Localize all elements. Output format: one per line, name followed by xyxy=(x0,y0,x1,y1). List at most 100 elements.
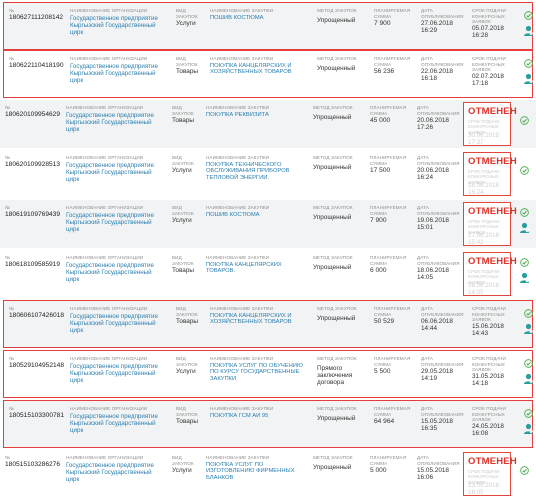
check-icon[interactable] xyxy=(524,11,533,20)
organization-label: НАИМЕНОВАНИЕ ОРГАНИЗАЦИИ xyxy=(66,105,144,110)
table-row[interactable]: № 180515103286276 НАИМЕНОВАНИЕ ОРГАНИЗАЦИИ… xyxy=(0,450,536,498)
purchase-type-label: ВИД ЗАКУПОК xyxy=(176,8,198,19)
publish-date-label: ДАТА ОПУБЛИКОВАНИЯ xyxy=(417,155,460,166)
check-icon[interactable] xyxy=(520,258,529,267)
check-icon[interactable] xyxy=(520,166,529,175)
purchase-type: ВИД ЗАКУПОК Товары xyxy=(172,255,202,274)
tender-number-value: 180619109769439 xyxy=(5,210,61,218)
purchase-name-value[interactable]: ПОКУПКА УСЛУГ ПО ОБУЧЕНИЮ ПО КУРСУ ГОСУД… xyxy=(210,362,303,382)
planned-sum-value: 64 964 xyxy=(374,418,395,426)
publish-date: ДАТА ОПУБЛИКОВАНИЯ 22.06.2018 16:18 xyxy=(421,56,467,82)
purchase-name-value[interactable]: ПОКУПКА РЕКВИЗИТА xyxy=(206,111,269,118)
purchase-name-label: НАИМЕНОВАНИЕ ЗАКУПКИ xyxy=(210,56,274,61)
organization-value[interactable]: Государственное предприятие Кыргызский Г… xyxy=(70,412,158,434)
tender-number-label: № xyxy=(5,455,11,460)
table-row[interactable]: № 180619109769439 НАИМЕНОВАНИЕ ОРГАНИЗАЦИИ… xyxy=(0,200,536,248)
purchase-type-label: ВИД ЗАКУПОК xyxy=(172,105,194,116)
organization-value[interactable]: Государственное предприятие Кыргызский Г… xyxy=(70,362,158,384)
tender-number-label: № xyxy=(5,205,11,210)
check-icon[interactable] xyxy=(520,466,529,475)
purchase-method-label: МЕТОД ЗАКУПОК xyxy=(313,255,353,260)
purchase-name-value[interactable]: ПОШИВ КОСТЮМА xyxy=(206,211,260,218)
check-icon[interactable] xyxy=(524,59,533,68)
user-icon[interactable] xyxy=(523,373,534,385)
tender-number-value: 180620109954629 xyxy=(5,110,61,118)
tender-number-value: 180606107426018 xyxy=(9,311,65,319)
purchase-name-value[interactable]: ПОКУПКА ТЕХНИЧЕСКОГО ОБСЛУЖИВАНИЯ ПРИБОР… xyxy=(206,161,290,181)
organization: НАИМЕНОВАНИЕ ОРГАНИЗАЦИИ Государственное … xyxy=(66,255,166,283)
check-icon[interactable] xyxy=(524,409,533,418)
purchase-name-value[interactable]: ПОКУПКА ГСМ АИ 95 xyxy=(210,412,269,419)
publish-date: ДАТА ОПУБЛИКОВАНИЯ 19.06.2018 15:01 xyxy=(417,205,463,231)
organization-value[interactable]: Государственное предприятие Кыргызский Г… xyxy=(70,62,158,84)
table-row[interactable]: № 180620109954629 НАИМЕНОВАНИЕ ОРГАНИЗАЦИИ… xyxy=(0,100,536,148)
check-icon[interactable] xyxy=(520,208,529,217)
organization-value[interactable]: Государственное предприятие Кыргызский Г… xyxy=(66,111,154,133)
tender-number-value: 180622110418190 xyxy=(9,61,64,69)
planned-sum: ПЛАНИРУЕМАЯ СУММА 56 236 xyxy=(374,56,416,75)
organization-value[interactable]: Государственное предприятие Кыргызский Г… xyxy=(70,14,158,36)
publish-date-label: ДАТА ОПУБЛИКОВАНИЯ xyxy=(421,406,464,417)
planned-sum: ПЛАНИРУЕМАЯ СУММА 45 000 xyxy=(370,105,412,124)
purchase-type-value: Товары xyxy=(176,318,198,326)
user-icon[interactable] xyxy=(523,423,534,435)
purchase-name: НАИМЕНОВАНИЕ ЗАКУПКИ ПОКУПКА КАНЦЕЛЯРСКИХ… xyxy=(210,56,310,76)
user-icon[interactable] xyxy=(519,272,530,284)
purchase-name-value[interactable]: ПОКУПКА КАНЦЕЛЯРСКИХ И ХОЗЯЙСТВЕННЫХ ТОВ… xyxy=(210,62,292,76)
organization-value[interactable]: Государственное предприятие Кыргызский Г… xyxy=(66,161,154,183)
purchase-type-label: ВИД ЗАКУПОК xyxy=(176,406,198,417)
purchase-name-value[interactable]: ПОКУПКА КАНЦЕЛЯРСКИХ И ХОЗЯЙСТВЕННЫХ ТОВ… xyxy=(210,312,292,326)
purchase-type: ВИД ЗАКУПОК Товары xyxy=(172,105,202,124)
purchase-name: НАИМЕНОВАНИЕ ЗАКУПКИ ПОКУПКА РЕКВИЗИТА xyxy=(206,105,306,118)
user-icon[interactable] xyxy=(519,222,530,234)
purchase-name-value[interactable]: ПОКУПКА КАНЦЕЛЯРСКИХ ТОВАРОВ. xyxy=(206,261,282,275)
organization-value[interactable]: Государственное предприятие Кыргызский Г… xyxy=(70,312,158,334)
publish-date-label: ДАТА ОПУБЛИКОВАНИЯ xyxy=(421,8,464,19)
deadline-label: СРОК ПОДАЧИ КОНКУРСНЫХ ЗАЯВОК xyxy=(472,406,506,423)
cancelled-badge: ОТМЕНЕН СРОК ПОДАЧИ КОНКУРСНЫХ ЗАЯВОК 26.0… xyxy=(463,252,517,296)
deadline-label: СРОК ПОДАЧИ КОНКУРСНЫХ ЗАЯВОК xyxy=(472,356,506,373)
table-row[interactable]: № 180620109928513 НАИМЕНОВАНИЕ ОРГАНИЗАЦИИ… xyxy=(0,150,536,198)
check-icon[interactable] xyxy=(524,359,533,368)
purchase-method-value: Прямого заключения договора xyxy=(317,364,353,386)
table-row[interactable]: № 180627111208142 НАИМЕНОВАНИЕ ОРГАНИЗАЦИИ… xyxy=(3,2,534,50)
organization-label: НАИМЕНОВАНИЕ ОРГАНИЗАЦИИ xyxy=(66,205,144,210)
user-icon[interactable] xyxy=(523,73,534,85)
check-icon[interactable] xyxy=(520,116,529,125)
purchase-name-value[interactable]: ПОШИВ КОСТЮМА xyxy=(210,14,264,21)
deadline: СРОК ПОДАЧИ КОНКУРСНЫХ ЗАЯВОК 15.06.2018 … xyxy=(472,306,516,337)
organization-label: НАИМЕНОВАНИЕ ОРГАНИЗАЦИИ xyxy=(70,8,148,13)
purchase-type-label: ВИД ЗАКУПОК xyxy=(172,155,194,166)
tender-number: № 180606107426018 xyxy=(9,306,65,319)
organization-value[interactable]: Государственное предприятие Кыргызский Г… xyxy=(66,461,154,483)
deadline-value: 15.06.2018 14:43 xyxy=(472,322,504,337)
organization-value[interactable]: Государственное предприятие Кыргызский Г… xyxy=(66,211,154,233)
table-row[interactable]: № 180618109585919 НАИМЕНОВАНИЕ ОРГАНИЗАЦИИ… xyxy=(0,250,536,298)
organization: НАИМЕНОВАНИЕ ОРГАНИЗАЦИИ Государственное … xyxy=(66,205,166,233)
purchase-method-value: Упрощенный xyxy=(313,163,352,171)
planned-sum-label: ПЛАНИРУЕМАЯ СУММА xyxy=(374,8,411,19)
deadline-label: СРОК ПОДАЧИ КОНКУРСНЫХ ЗАЯВОК xyxy=(468,169,500,185)
user-icon[interactable] xyxy=(523,323,534,335)
planned-sum-value: 5 500 xyxy=(374,368,391,376)
table-row[interactable]: № 180515103300781 НАИМЕНОВАНИЕ ОРГАНИЗАЦИИ… xyxy=(3,400,534,448)
cancelled-badge: ОТМЕНЕН СРОК ПОДАЧИ КОНКУРСНЫХ ЗАЯВОК 28.0… xyxy=(463,152,517,196)
planned-sum-label: ПЛАНИРУЕМАЯ СУММА xyxy=(374,406,411,417)
planned-sum-value: 7 900 xyxy=(374,20,391,28)
publish-date-value: 18.06.2018 14:05 xyxy=(417,267,449,282)
publish-date-value: 19.06.2018 15:01 xyxy=(417,217,449,232)
table-row[interactable]: № 180606107426018 НАИМЕНОВАНИЕ ОРГАНИЗАЦИИ… xyxy=(3,300,534,348)
table-row[interactable]: № 180529104952148 НАИМЕНОВАНИЕ ОРГАНИЗАЦИИ… xyxy=(3,350,534,398)
organization-value[interactable]: Государственное предприятие Кыргызский Г… xyxy=(66,261,154,283)
purchase-name-value[interactable]: ПОКУПКА УСЛУГ ПО ИЗГОТОВЛЕНИЮ ФИРМЕННЫХ … xyxy=(206,461,295,481)
tender-number: № 180619109769439 xyxy=(5,205,61,218)
check-icon[interactable] xyxy=(524,309,533,318)
deadline-label: СРОК ПОДАЧИ КОНКУРСНЫХ ЗАЯВОК xyxy=(468,119,500,135)
purchase-method-value: Упрощенный xyxy=(313,463,352,471)
user-icon[interactable] xyxy=(523,25,534,37)
table-row[interactable]: № 180622110418190 НАИМЕНОВАНИЕ ОРГАНИЗАЦИИ… xyxy=(3,50,534,98)
purchase-method-value: Упрощенный xyxy=(317,414,356,422)
deadline-value: 02.07.2018 17:18 xyxy=(472,72,504,87)
purchase-type-value: Услуги xyxy=(172,217,192,225)
purchase-name: НАИМЕНОВАНИЕ ЗАКУПКИ ПОКУПКА КАНЦЕЛЯРСКИХ… xyxy=(210,306,310,326)
